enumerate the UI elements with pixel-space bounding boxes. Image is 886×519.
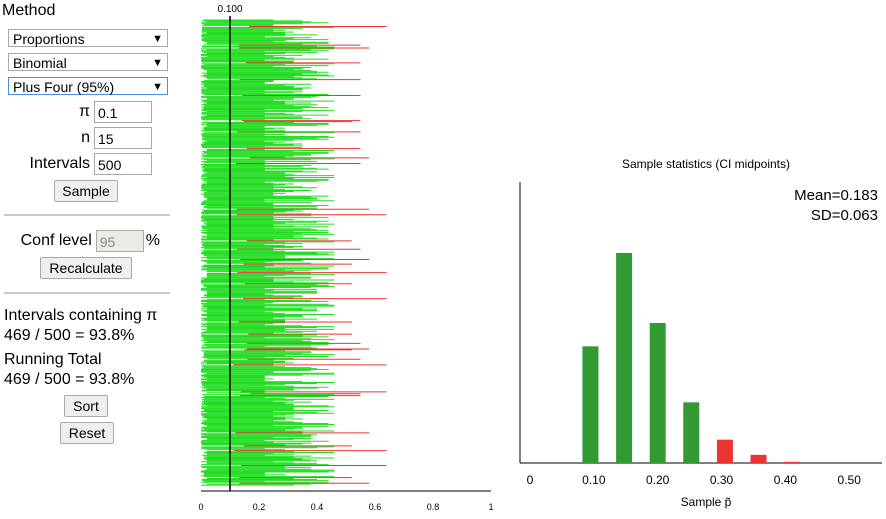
divider bbox=[4, 292, 170, 294]
pi-marker-label: 0.100 bbox=[217, 4, 242, 15]
intervals-containing-value: 469 / 500 = 93.8% bbox=[4, 327, 135, 344]
chevron-down-icon: ▼ bbox=[152, 81, 163, 93]
intervals-input[interactable]: 500 bbox=[94, 153, 152, 175]
x-tick-label: 0.10 bbox=[582, 473, 606, 487]
interval-method-value: Plus Four (95%) bbox=[13, 79, 115, 95]
x-tick-label: 0.8 bbox=[427, 502, 440, 512]
distribution-value: Binomial bbox=[13, 55, 67, 71]
histogram-bar bbox=[582, 346, 599, 463]
reset-button[interactable]: Reset bbox=[60, 422, 114, 444]
running-total-value: 469 / 500 = 93.8% bbox=[4, 371, 135, 388]
statistic-type-select[interactable]: Proportions ▼ bbox=[8, 29, 168, 47]
x-axis-label: Sample p̃ bbox=[681, 495, 732, 509]
chevron-down-icon: ▼ bbox=[152, 33, 163, 45]
histogram-bar bbox=[683, 402, 700, 463]
histogram-bar bbox=[649, 323, 666, 463]
histogram-bar bbox=[616, 253, 633, 463]
divider bbox=[4, 214, 170, 216]
intervals-containing-label: Intervals containing π bbox=[4, 307, 158, 324]
mean-readout: Mean=0.183 bbox=[794, 187, 878, 204]
pi-input[interactable]: 0.1 bbox=[94, 101, 152, 123]
x-tick-labels: 0 0.10 0.20 0.30 0.40 0.50 bbox=[527, 473, 862, 487]
running-total-label: Running Total bbox=[4, 351, 102, 368]
x-tick-label: 0.50 bbox=[838, 473, 862, 487]
sample-statistics-chart: Sample statistics (CI midpoints) Mean=0.… bbox=[510, 150, 886, 514]
n-label: n bbox=[81, 129, 90, 146]
distribution-select[interactable]: Binomial ▼ bbox=[8, 53, 168, 71]
intervals-label: Intervals bbox=[29, 155, 90, 172]
n-row: n 15 bbox=[81, 127, 152, 149]
histogram-bar bbox=[784, 461, 801, 463]
sample-button[interactable]: Sample bbox=[54, 180, 118, 202]
interval-lines bbox=[201, 19, 387, 486]
interval-plot: 0.100 0 0.2 0.4 0.6 0.8 1 bbox=[186, 0, 506, 514]
x-tick-label: 0.40 bbox=[774, 473, 798, 487]
pi-label: π bbox=[78, 103, 90, 120]
x-tick-label: 0.2 bbox=[253, 502, 266, 512]
x-tick-label: 0 bbox=[198, 502, 203, 512]
conf-level-label: Conf level bbox=[20, 232, 92, 249]
conf-level-input[interactable]: 95 bbox=[95, 230, 144, 252]
conf-level-row: Conf level 95 % bbox=[21, 230, 160, 252]
statistic-type-value: Proportions bbox=[13, 31, 85, 47]
histogram-svg: Sample statistics (CI midpoints) Mean=0.… bbox=[519, 157, 882, 509]
percent-unit: % bbox=[145, 232, 160, 249]
interval-plot-svg: 0.100 0 0.2 0.4 0.6 0.8 1 bbox=[198, 4, 493, 512]
histogram-bar bbox=[750, 454, 767, 463]
histogram-bar bbox=[716, 439, 733, 463]
recalculate-button[interactable]: Recalculate bbox=[40, 257, 132, 279]
chart-title: Sample statistics (CI midpoints) bbox=[622, 157, 790, 171]
control-panel: Method Proportions ▼ Binomial ▼ Plus Fou… bbox=[0, 0, 178, 514]
histogram-bars bbox=[582, 253, 801, 463]
intervals-row: Intervals 500 bbox=[30, 153, 152, 175]
x-tick-label: 1 bbox=[488, 502, 493, 512]
x-tick-label: 0.6 bbox=[369, 502, 382, 512]
pi-row: π 0.1 bbox=[79, 101, 152, 123]
sort-button[interactable]: Sort bbox=[64, 395, 108, 417]
x-tick-label: 0.30 bbox=[710, 473, 734, 487]
x-tick-label: 0.20 bbox=[646, 473, 670, 487]
x-tick-label: 0 bbox=[527, 473, 534, 487]
n-input[interactable]: 15 bbox=[94, 127, 152, 149]
interval-method-select[interactable]: Plus Four (95%) ▼ bbox=[8, 77, 168, 95]
chevron-down-icon: ▼ bbox=[152, 57, 163, 69]
x-tick-label: 0.4 bbox=[311, 502, 324, 512]
sd-readout: SD=0.063 bbox=[811, 207, 878, 224]
method-title: Method bbox=[2, 2, 56, 19]
